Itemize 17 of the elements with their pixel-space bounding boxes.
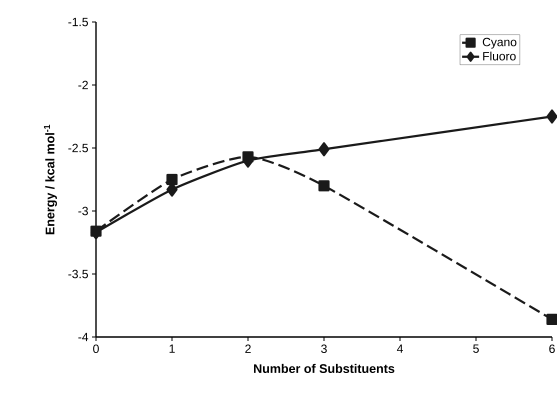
- x-tick-label: 6: [549, 344, 555, 354]
- y-tick-label: -3.5: [68, 270, 88, 278]
- x-axis-title: Number of Substituents: [254, 364, 394, 374]
- y-axis-title: Energy / kcal mol$^{-1}$: [44, 124, 57, 234]
- y-tick-label: -1.5: [68, 18, 88, 26]
- x-tick-label: 5: [473, 344, 479, 353]
- x-tick-label: 4: [396, 344, 403, 353]
- x-tick-label: 0: [93, 344, 99, 354]
- x-tick-label: 2: [245, 344, 251, 353]
- y-tick-label: -2: [78, 80, 88, 90]
- y-tick-label: -2.5: [68, 144, 88, 152]
- legend-label: Cyano: [482, 38, 516, 49]
- y-tick-label: -4: [78, 332, 88, 342]
- x-tick-label: 1: [170, 344, 175, 353]
- x-tick-label: 3: [321, 344, 327, 354]
- legend-label: Fluoro: [483, 52, 516, 60]
- y-tick-label: -3: [78, 206, 88, 216]
